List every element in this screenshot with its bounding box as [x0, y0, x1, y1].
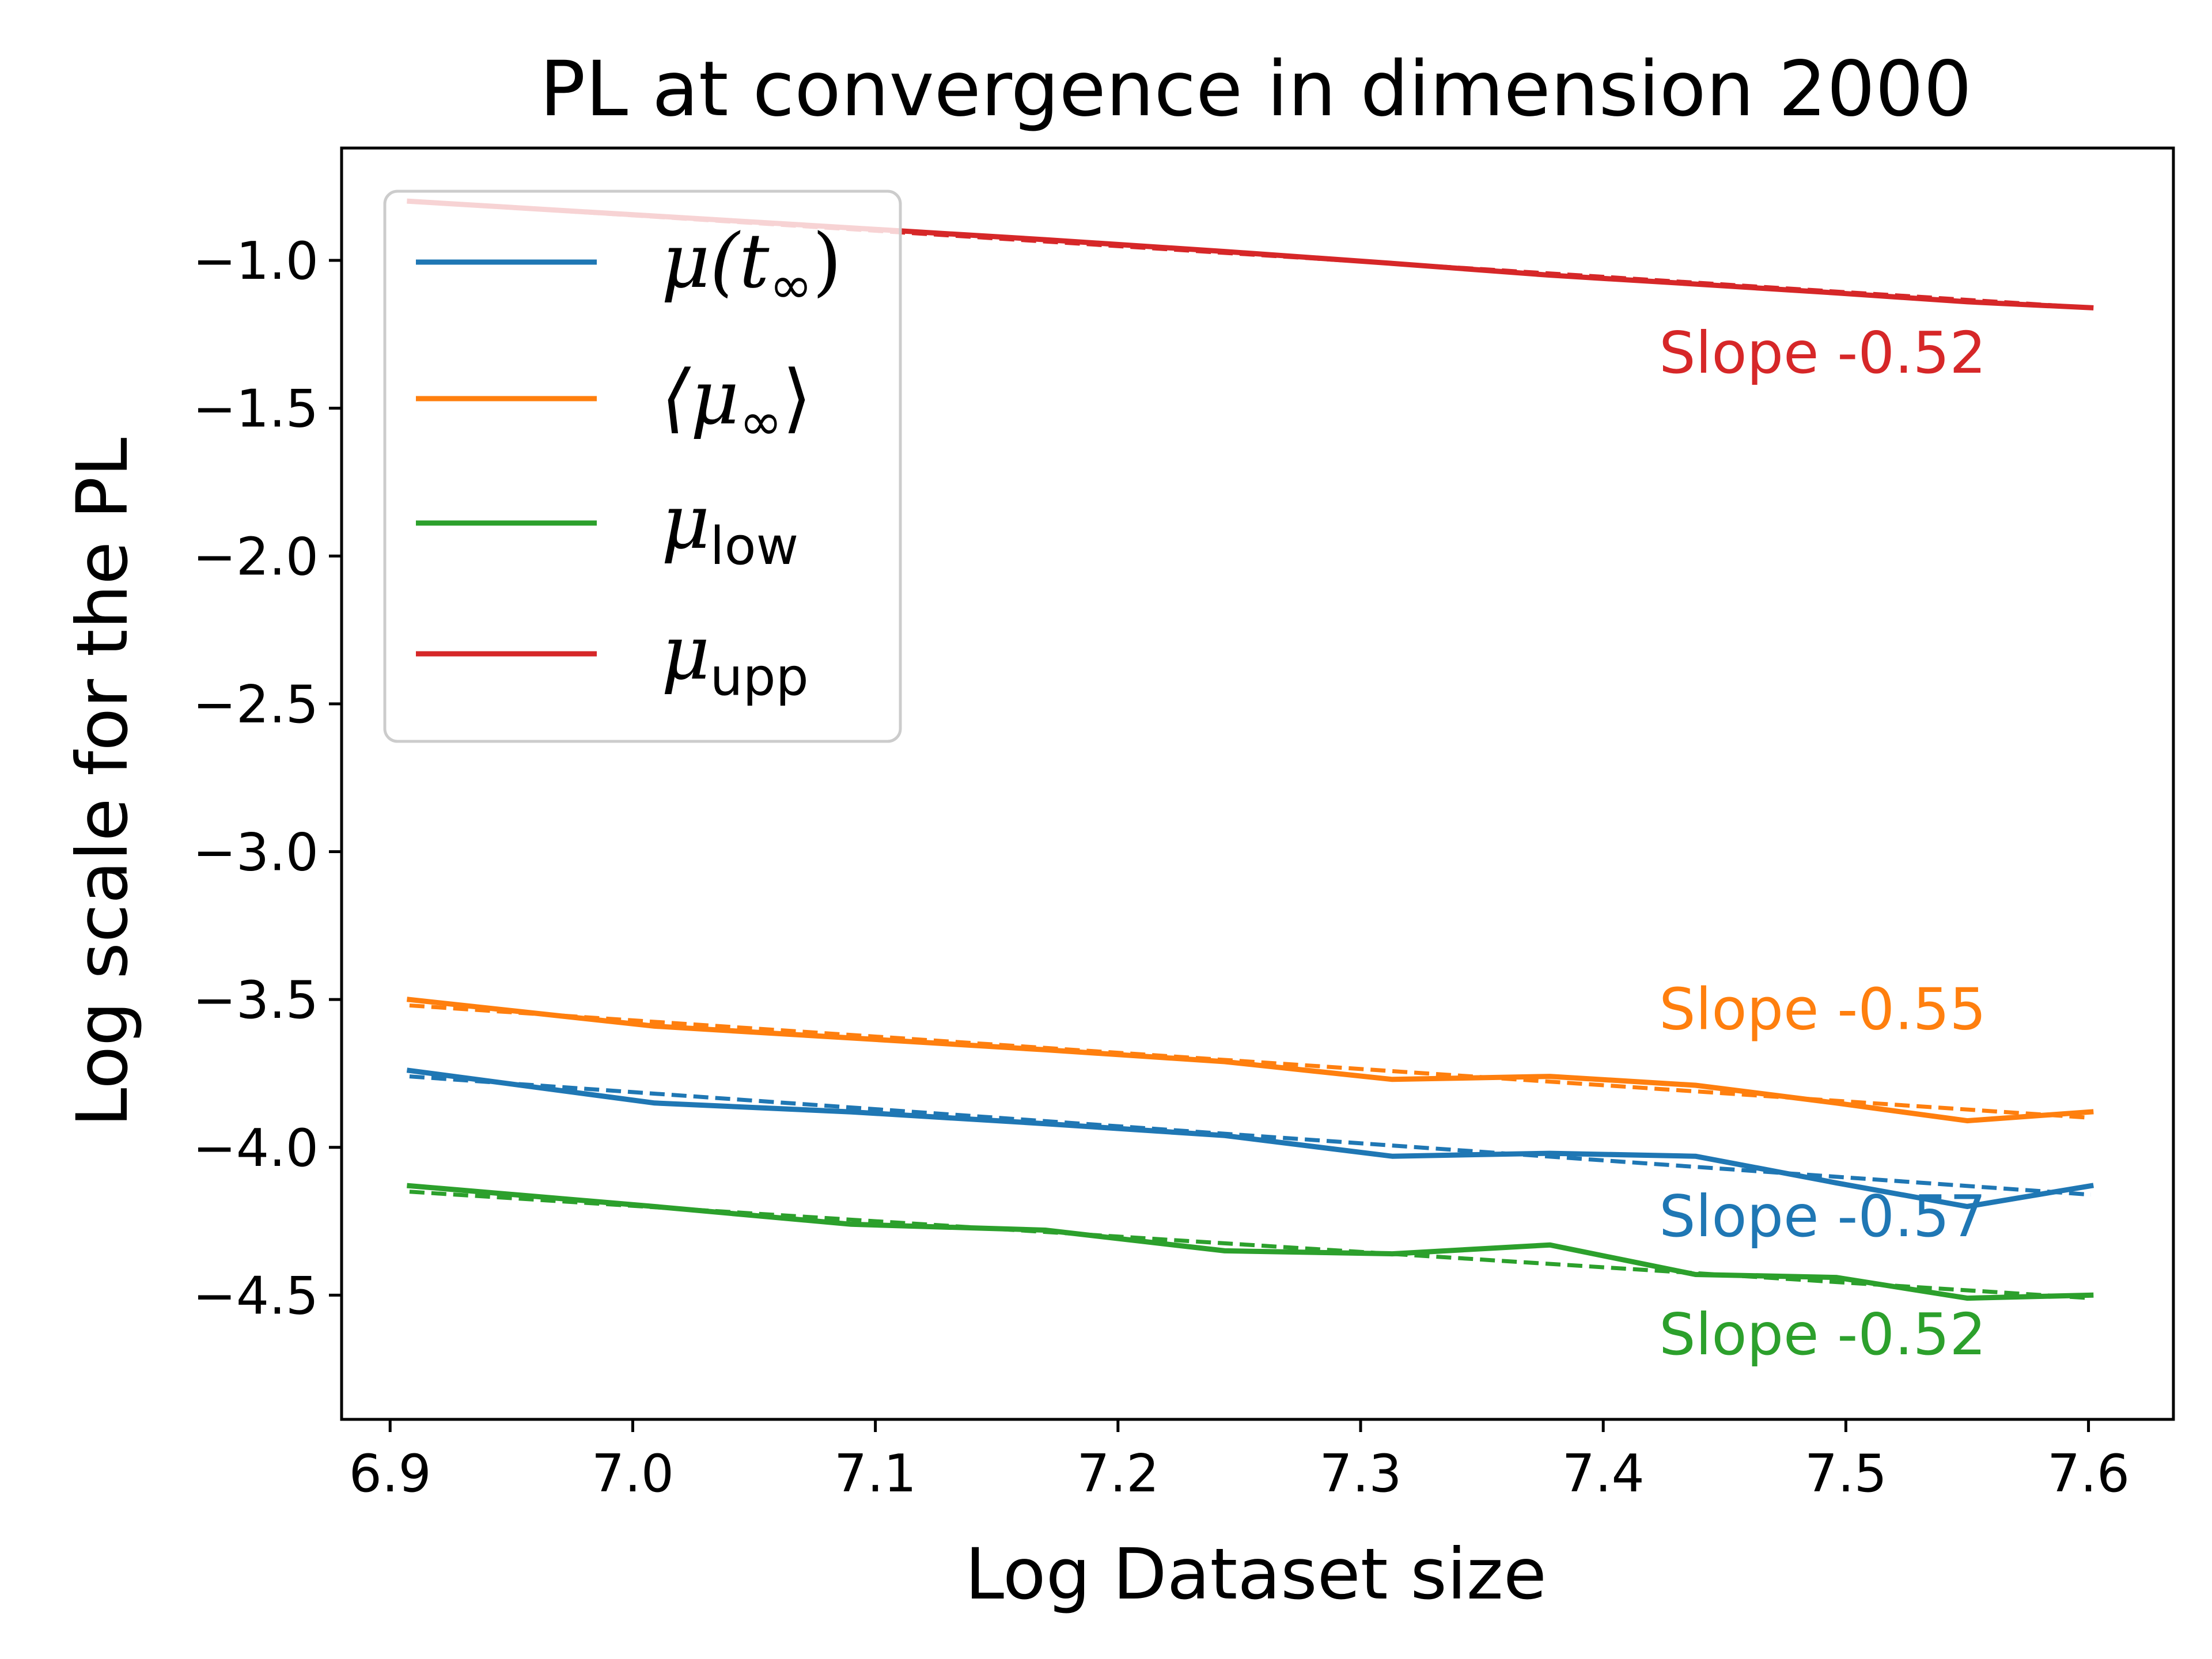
y-tick-label: −1.5 — [192, 379, 319, 440]
x-tick-label: 7.0 — [592, 1444, 674, 1504]
series-line-0 — [406, 1067, 2094, 1209]
legend-label-0: μ(t∞) — [661, 217, 842, 316]
slope-label-3: Slope -0.52 — [1659, 319, 1986, 387]
chart-title: PL at convergence in dimension 2000 — [540, 45, 1972, 134]
y-tick-label: −2.5 — [192, 675, 319, 735]
y-tick-label: −3.0 — [192, 823, 319, 883]
y-tick-label: −2.0 — [192, 527, 319, 587]
series-line-1 — [406, 997, 2094, 1124]
x-tick-label: 7.5 — [1805, 1444, 1887, 1504]
legend-sub-1: ∞ — [739, 392, 782, 452]
y-tick-label: −3.5 — [192, 970, 319, 1031]
series-line-2 — [407, 1183, 2094, 1301]
fit-line-0 — [409, 1074, 2092, 1197]
legend-main-3: μ — [661, 609, 710, 696]
x-axis-label: Log Dataset size — [965, 1533, 1547, 1615]
legend-sub-0: ∞ — [769, 255, 812, 316]
y-tick-label: −4.5 — [192, 1266, 319, 1326]
tick-layer: 6.9 7.0 7.1 7.2 7.3 7.4 7.5 7.6 −1.0 −1.5 −2.0 −2.5… — [192, 231, 2130, 1504]
legend-main-1: ⟨μ — [661, 354, 739, 441]
slope-annotations: Slope -0.52 Slope -0.55 Slope -0.57 Slope -… — [1659, 319, 1986, 1368]
slope-label-1: Slope -0.55 — [1659, 976, 1986, 1043]
x-tick-label: 7.3 — [1319, 1444, 1402, 1504]
legend-main-0: μ(t — [661, 217, 770, 305]
x-tick-label: 7.2 — [1077, 1444, 1159, 1504]
x-tick-label: 6.9 — [349, 1444, 431, 1504]
x-tick-label: 7.6 — [2047, 1444, 2130, 1504]
fit-line-2 — [409, 1190, 2092, 1301]
legend-sub-2: low — [710, 516, 799, 577]
y-axis-label: Log scale for the PL — [62, 438, 143, 1127]
legend-label-3: μupp — [661, 609, 809, 707]
legend-tail-1: ⟩ — [782, 354, 812, 441]
legend-label-1: ⟨μ∞⟩ — [661, 354, 812, 452]
slope-label-2: Slope -0.52 — [1659, 1301, 1986, 1368]
legend-main-2: μ — [661, 478, 710, 566]
x-tick-label: 7.1 — [834, 1444, 916, 1504]
legend-tail-0: ) — [812, 217, 842, 305]
y-tick-label: −1.0 — [192, 231, 319, 291]
legend-box — [383, 190, 902, 743]
plot-frame — [340, 146, 2175, 1421]
y-tick-label: −4.0 — [192, 1118, 319, 1179]
legend-label-2: μlow — [661, 478, 798, 577]
x-tick-label: 7.4 — [1562, 1444, 1645, 1504]
slope-label-0: Slope -0.57 — [1659, 1183, 1986, 1250]
legend-sub-3: upp — [710, 647, 809, 707]
